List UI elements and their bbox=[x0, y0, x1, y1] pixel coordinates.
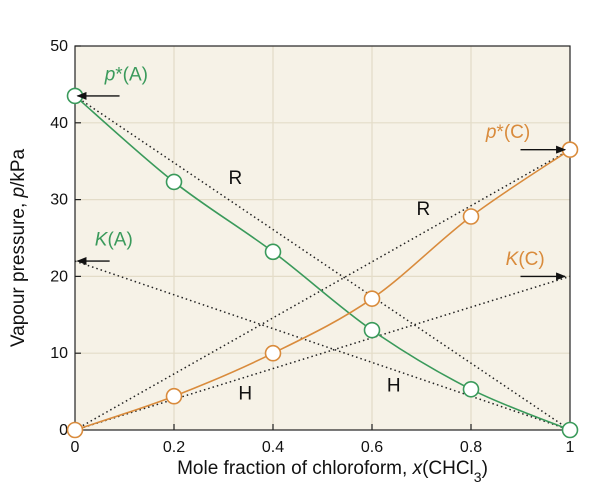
data-point bbox=[462, 208, 480, 225]
annotation-R1: R bbox=[228, 168, 242, 189]
annotations: p*(A) K(A) p*(C) K(C) R R H H bbox=[76, 65, 567, 404]
annotation-R2: R bbox=[417, 199, 431, 220]
grid bbox=[75, 46, 570, 430]
annotation-pA: p*(A) bbox=[104, 65, 148, 86]
data-point bbox=[363, 290, 381, 307]
x-tick-label: 0.8 bbox=[460, 439, 482, 456]
x-tick-label: 1 bbox=[566, 439, 575, 456]
reference-line bbox=[74, 95, 571, 431]
reference-line bbox=[74, 275, 571, 431]
x-tick-label: 0.6 bbox=[361, 439, 383, 456]
data-point bbox=[165, 173, 183, 191]
data-point bbox=[561, 421, 579, 439]
x-axis-title: Mole fraction of chloroform, x(CHCl3) bbox=[177, 458, 488, 485]
data-point bbox=[165, 387, 183, 405]
x-tick-label: 0 bbox=[71, 439, 80, 456]
series-line-1 bbox=[74, 149, 571, 431]
y-tick-label: 20 bbox=[50, 268, 68, 285]
data-point bbox=[363, 321, 381, 339]
data-point bbox=[462, 380, 480, 398]
annotation-H1: H bbox=[238, 383, 252, 404]
plot-frame bbox=[74, 45, 571, 431]
reference-line bbox=[74, 260, 571, 431]
reference-lines bbox=[74, 95, 571, 431]
reference-line bbox=[74, 149, 571, 431]
x-tick-label: 0.2 bbox=[163, 439, 185, 456]
y-tick-label: 10 bbox=[50, 345, 68, 362]
annotation-KA: K(A) bbox=[95, 230, 133, 251]
y-tick-label: 40 bbox=[50, 115, 68, 132]
data-point bbox=[264, 344, 282, 362]
y-tick-label: 0 bbox=[59, 422, 68, 439]
y-tick-label: 50 bbox=[50, 38, 68, 55]
data-point bbox=[66, 421, 84, 439]
x-tick-label: 0.4 bbox=[262, 439, 284, 456]
annotation-KC: K(C) bbox=[506, 249, 545, 270]
y-tick-label: 30 bbox=[50, 192, 68, 209]
annotation-pC: p*(C) bbox=[485, 122, 530, 143]
y-axis-title: Vapour pressure, p/kPa bbox=[8, 148, 29, 347]
plot-background bbox=[75, 46, 570, 430]
data-point bbox=[264, 243, 282, 261]
annotation-H2: H bbox=[387, 376, 401, 397]
